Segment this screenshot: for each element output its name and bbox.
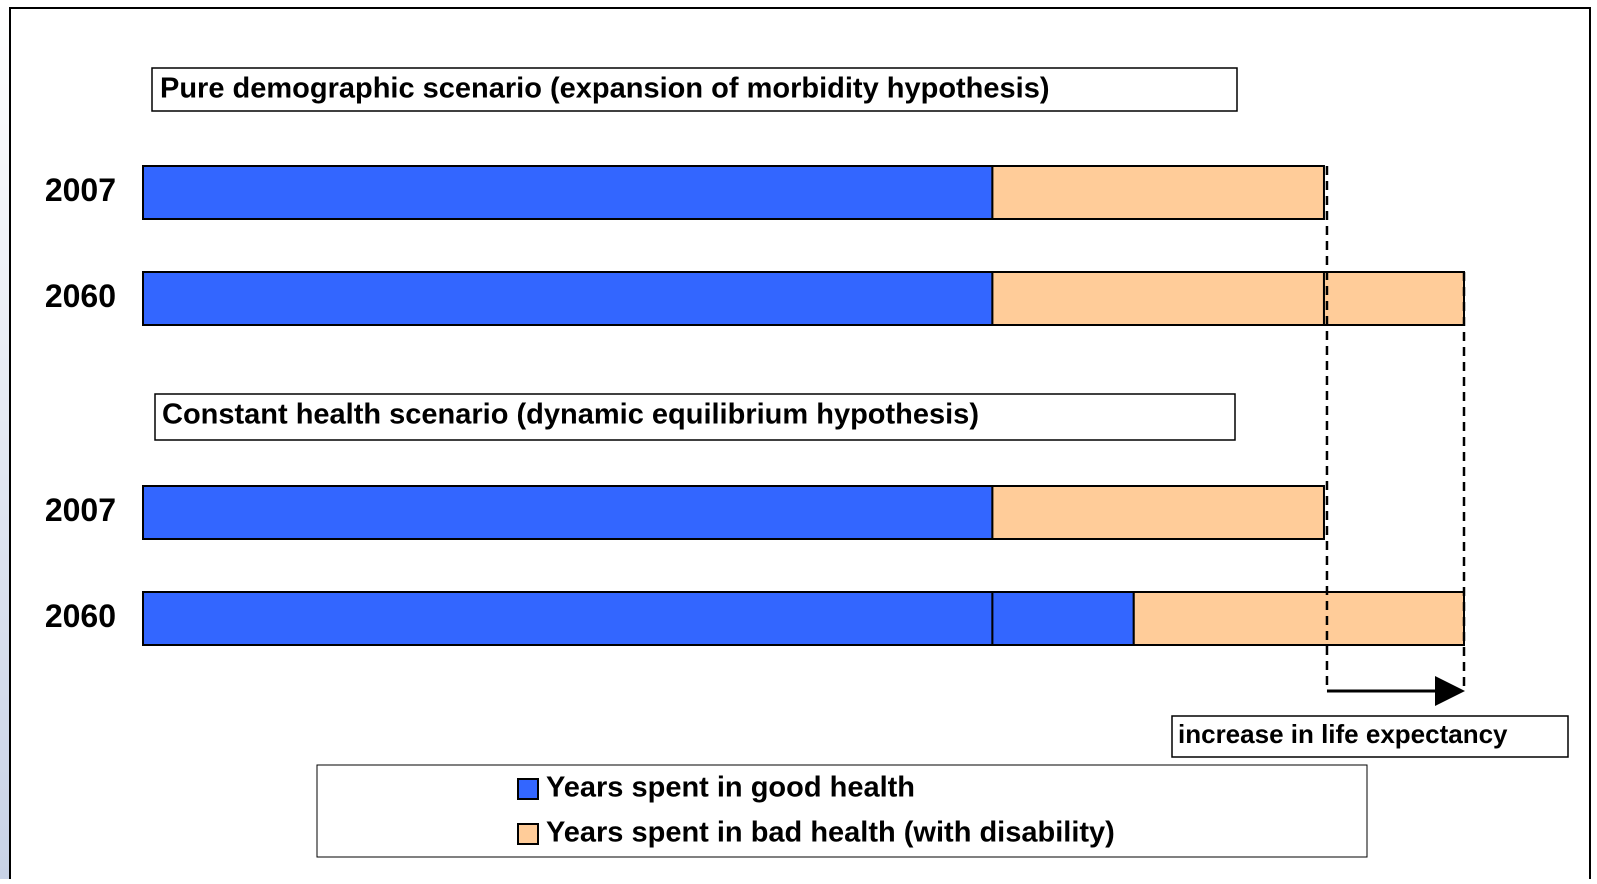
bar-segment <box>142 165 994 220</box>
bar-segment <box>991 591 1135 646</box>
category-label: 2060 <box>45 278 116 314</box>
category-label: 2007 <box>45 492 116 528</box>
annotation-box <box>1171 715 1569 758</box>
bar-segment <box>1322 271 1465 326</box>
legend-label: Years spent in bad health (with disabili… <box>546 817 1115 849</box>
bar-segment <box>991 485 1325 540</box>
category-label: 2007 <box>45 172 116 208</box>
panel-title: Pure demographic scenario (expansion of … <box>160 73 1050 105</box>
bar-segment <box>991 165 1325 220</box>
legend-swatch <box>517 823 539 845</box>
legend <box>316 764 1368 858</box>
legend-label: Years spent in good health <box>546 772 915 804</box>
panel-title: Constant health scenario (dynamic equili… <box>162 399 979 431</box>
bar-segment <box>1132 591 1465 646</box>
panel-title-box <box>151 67 1238 112</box>
category-label: 2060 <box>45 598 116 634</box>
bar-segment <box>142 271 994 326</box>
bar-segment <box>142 485 994 540</box>
panel-title-box <box>154 393 1236 441</box>
bar-segment <box>991 271 1325 326</box>
annotation: increase in life expectancy <box>1178 719 1508 749</box>
legend-swatch <box>517 778 539 800</box>
side-shade <box>0 0 10 879</box>
bar-segment <box>142 591 994 646</box>
